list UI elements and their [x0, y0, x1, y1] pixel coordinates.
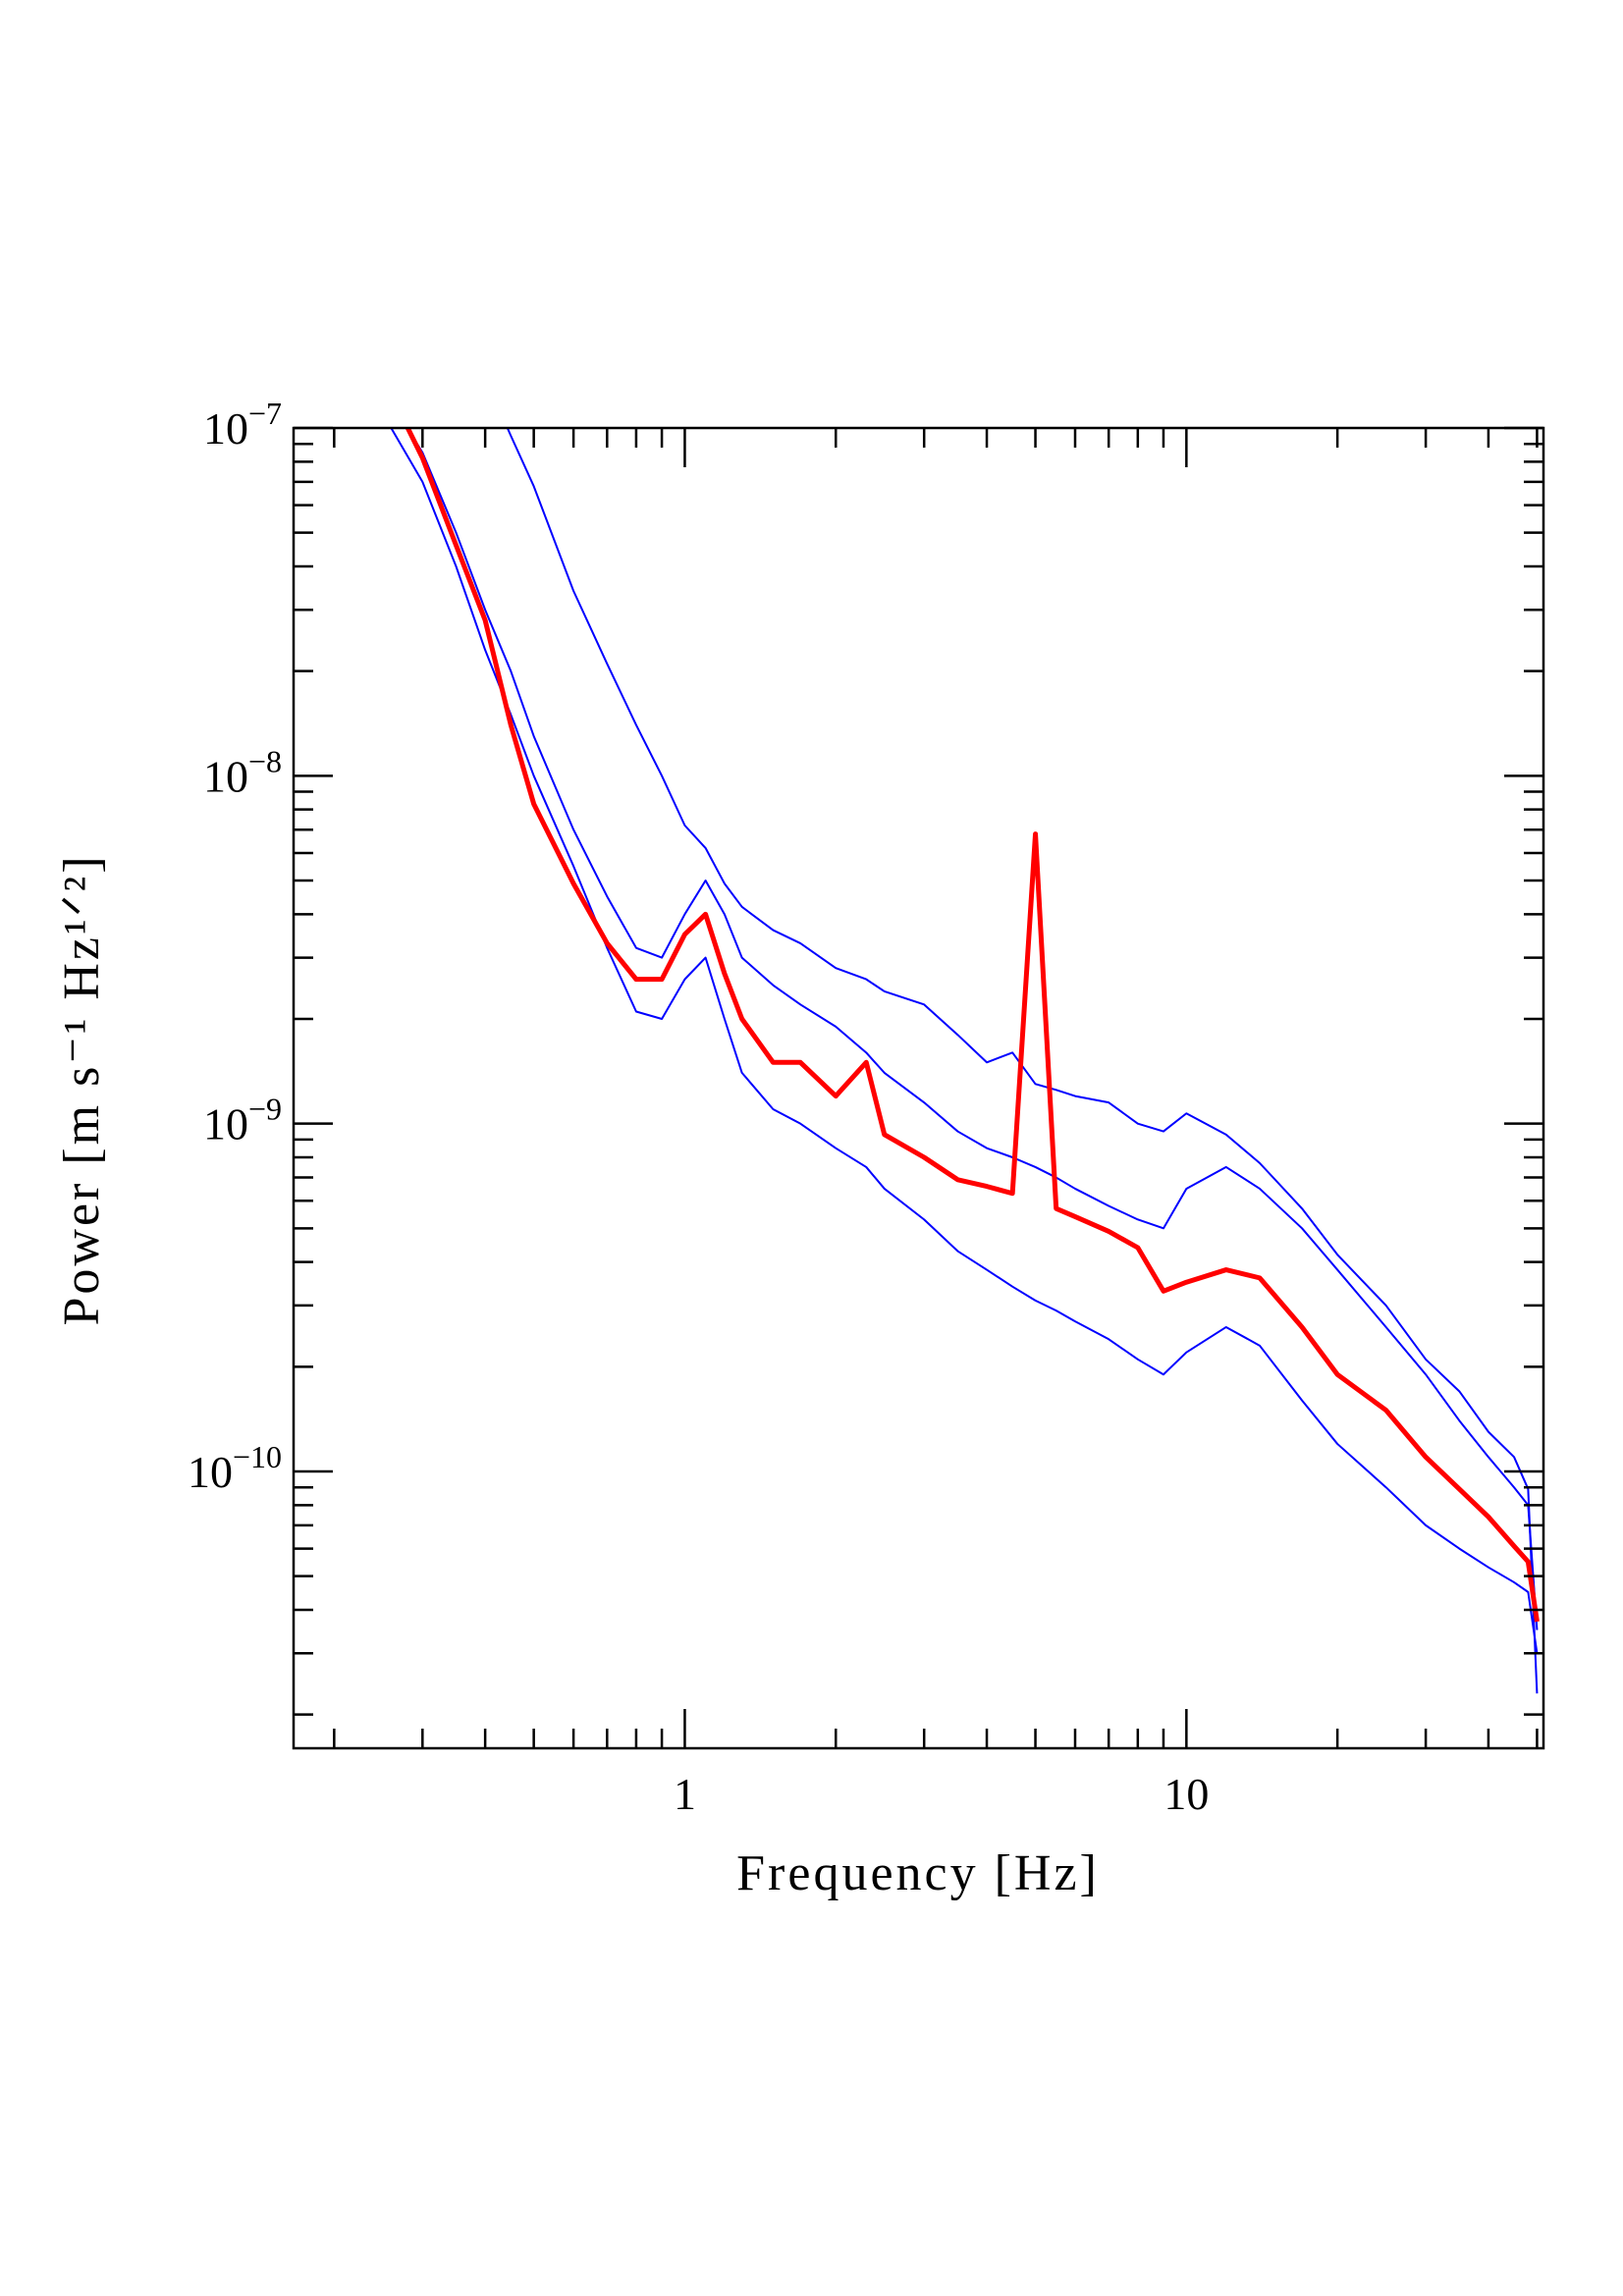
y-tick-label: 10−7	[203, 396, 282, 454]
y-tick-label: 10−8	[203, 743, 282, 801]
y-tick-label: 10−10	[188, 1439, 282, 1497]
series-line	[506, 428, 1539, 1694]
y-axis-label: Power [m s⁻¹ Hz¹ᐟ²]	[54, 853, 110, 1325]
x-tick-label: 10	[1163, 1769, 1209, 1819]
series-line	[406, 428, 1539, 1630]
y-tick-label: 10−9	[203, 1092, 282, 1149]
x-tick-label: 1	[674, 1769, 696, 1819]
plot-frame	[292, 426, 1545, 1750]
series-line	[390, 428, 1539, 1654]
series-line	[405, 428, 1540, 1623]
plot-lines	[390, 428, 1540, 1694]
x-axis-label: Frequency [Hz]	[736, 1845, 1100, 1901]
